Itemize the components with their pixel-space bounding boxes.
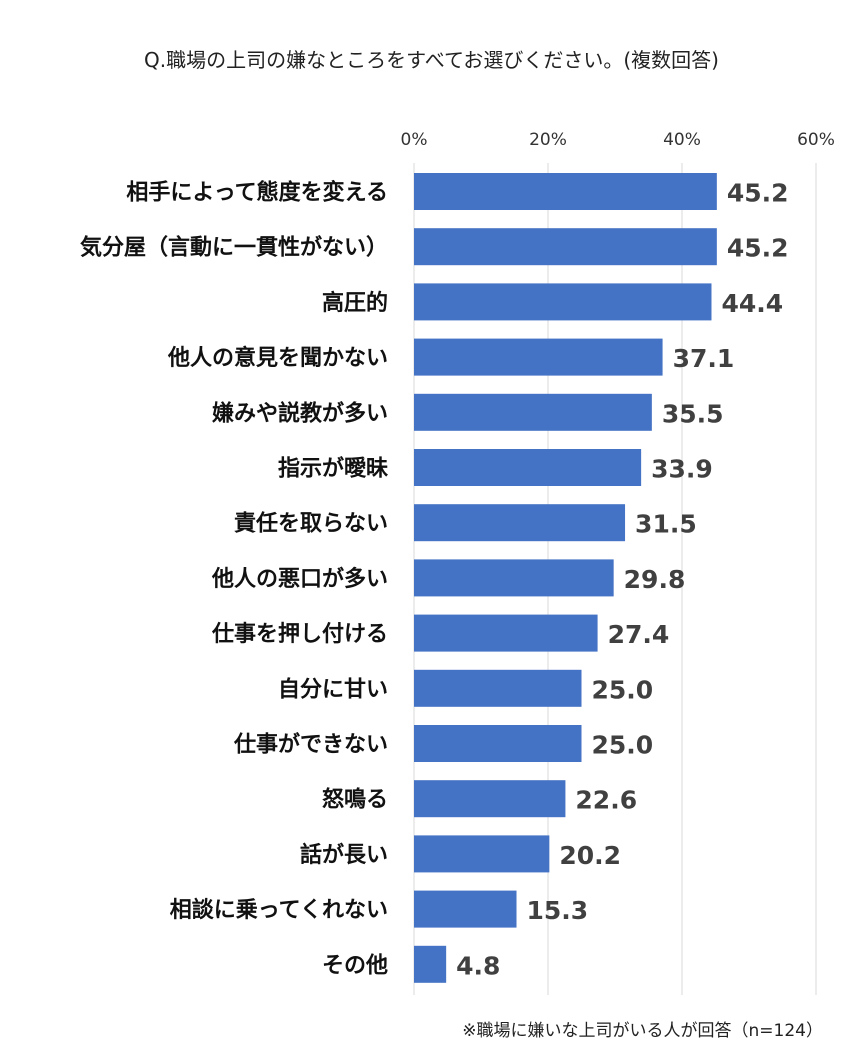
category-label: 他人の悪口が多い bbox=[211, 566, 388, 592]
bar bbox=[414, 393, 652, 431]
bar bbox=[414, 890, 517, 928]
x-tick-label: 60% bbox=[797, 130, 835, 150]
bar bbox=[414, 835, 550, 873]
data-label: 45.2 bbox=[727, 179, 789, 208]
category-label: 責任を取らない bbox=[234, 511, 388, 537]
data-label: 31.5 bbox=[635, 510, 697, 539]
bar bbox=[414, 614, 598, 652]
data-label: 27.4 bbox=[608, 620, 670, 649]
category-label: 話が長い bbox=[300, 842, 388, 868]
data-label: 33.9 bbox=[651, 455, 713, 484]
bar bbox=[414, 173, 717, 210]
bar bbox=[414, 338, 663, 376]
data-label: 37.1 bbox=[673, 344, 735, 373]
data-label: 15.3 bbox=[527, 896, 589, 925]
category-label: 仕事ができない bbox=[233, 732, 388, 758]
chart-footnote: ※職場に嫌いな上司がいる人が回答（n=124） bbox=[462, 1021, 823, 1041]
x-tick-label: 20% bbox=[529, 130, 567, 150]
x-tick-label: 40% bbox=[663, 130, 701, 150]
data-label: 25.0 bbox=[592, 675, 654, 704]
category-label: 相談に乗ってくれない bbox=[170, 897, 388, 923]
bar bbox=[414, 559, 614, 597]
category-label: 嫌みや説教が多い bbox=[212, 400, 388, 426]
x-tick-label: 0% bbox=[401, 130, 428, 150]
category-label: 仕事を押し付ける bbox=[211, 621, 388, 647]
data-label: 45.2 bbox=[727, 234, 789, 263]
bar bbox=[414, 449, 642, 486]
category-label: 他人の意見を聞かない bbox=[167, 345, 388, 371]
data-label: 25.0 bbox=[592, 731, 654, 760]
bar bbox=[414, 669, 582, 707]
category-label: 気分屋（言動に一貫性がない） bbox=[80, 235, 388, 261]
data-label: 29.8 bbox=[624, 565, 686, 594]
category-label: 怒鳴る bbox=[322, 787, 388, 813]
bar bbox=[414, 283, 712, 321]
bar bbox=[414, 725, 582, 762]
category-label: 指示が曖昧 bbox=[278, 456, 389, 482]
bar bbox=[414, 780, 566, 818]
category-label: その他 bbox=[322, 953, 388, 978]
data-label: 20.2 bbox=[559, 841, 621, 870]
data-label: 44.4 bbox=[721, 289, 783, 318]
bar bbox=[414, 945, 447, 983]
data-label: 22.6 bbox=[575, 786, 637, 815]
category-label: 自分に甘い bbox=[278, 676, 388, 702]
data-label: 4.8 bbox=[456, 951, 500, 980]
chart-title: Q.職場の上司の嫌なところをすべてお選びください。(複数回答) bbox=[144, 48, 719, 72]
category-label: 高圧的 bbox=[322, 290, 388, 316]
data-label: 35.5 bbox=[662, 399, 724, 428]
category-label: 相手によって態度を変える bbox=[126, 180, 388, 206]
bar bbox=[414, 504, 626, 542]
bar bbox=[414, 228, 717, 266]
